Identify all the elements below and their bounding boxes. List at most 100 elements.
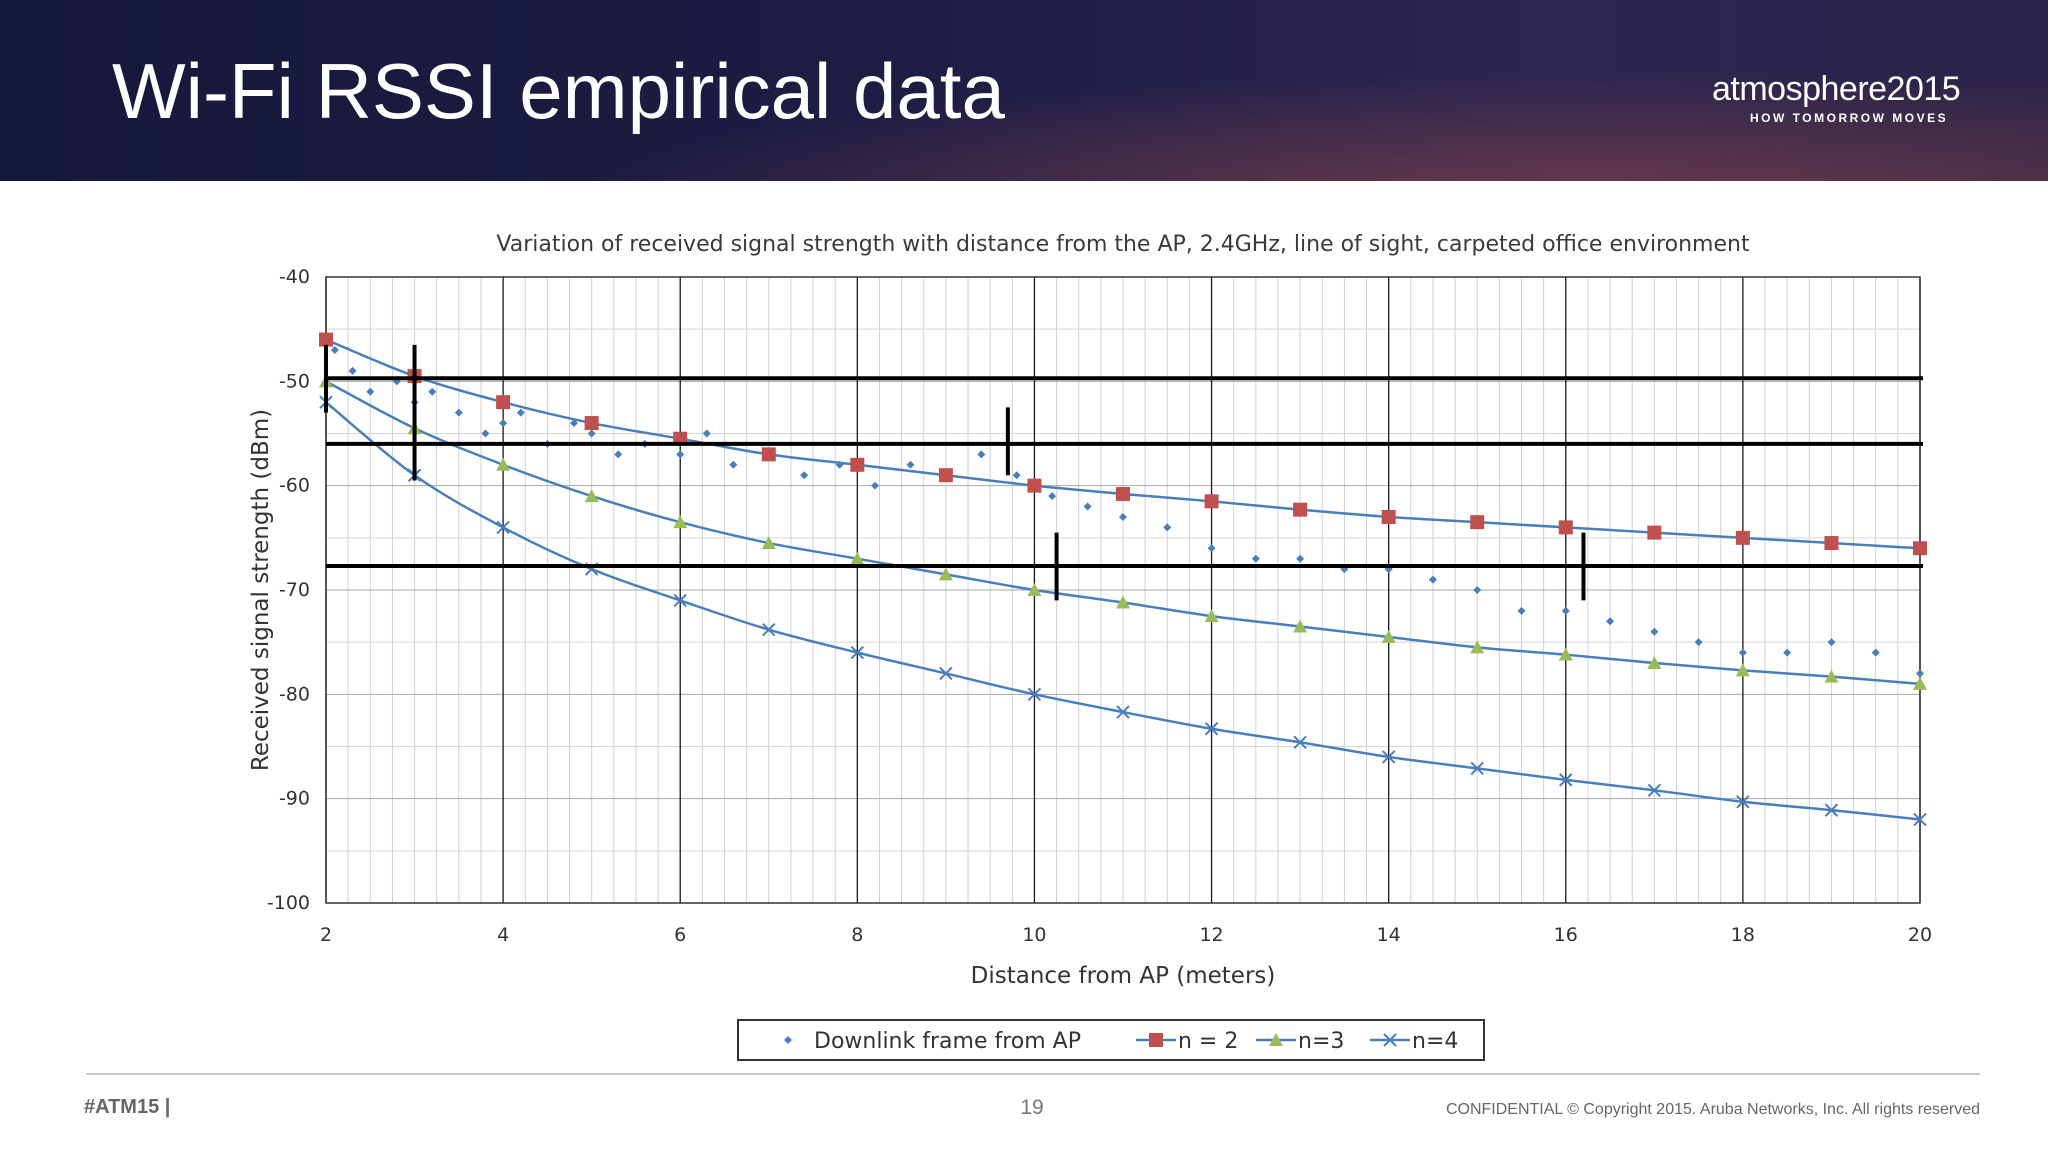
scatter-point — [676, 450, 685, 459]
scatter-point — [1251, 554, 1260, 563]
legend-label: n=3 — [1298, 1029, 1344, 1054]
x-marker — [1736, 795, 1750, 809]
x-marker — [1559, 773, 1573, 787]
y-tick-label: -60 — [279, 475, 310, 497]
square-marker — [1293, 502, 1308, 517]
scatter-point — [499, 419, 508, 428]
triangle-marker — [1204, 609, 1219, 623]
scatter-point — [800, 471, 809, 480]
square-marker — [1824, 536, 1839, 551]
page-number: 19 — [1020, 1096, 1044, 1119]
y-tick-label: -40 — [279, 266, 310, 288]
scatter-point — [977, 450, 986, 459]
scatter-point — [1783, 648, 1792, 657]
x-marker — [1116, 705, 1130, 719]
x-marker — [1381, 750, 1396, 764]
scatter-point — [1650, 627, 1659, 636]
scatter-point — [1738, 648, 1747, 657]
triangle-marker — [1027, 583, 1042, 596]
x-tick-label: 16 — [1554, 924, 1578, 946]
x-marker — [673, 593, 687, 608]
legend-box — [737, 1019, 1485, 1061]
square-marker — [496, 395, 511, 410]
triangle-marker — [1293, 619, 1308, 633]
x-marker — [1204, 722, 1219, 736]
triangle-marker — [1913, 676, 1927, 690]
chart-title: Variation of received signal strength wi… — [496, 232, 1750, 257]
scatter-point — [1916, 669, 1924, 678]
square-marker — [1027, 478, 1042, 493]
x-tick-label: 4 — [497, 924, 509, 946]
square-marker — [1735, 530, 1750, 545]
triangle-marker — [584, 489, 599, 503]
square-marker — [584, 416, 599, 431]
square-marker — [1204, 494, 1219, 509]
scatter-point — [569, 419, 578, 428]
y-axis-label: Received signal strength (dBm) — [248, 409, 274, 771]
plot-border — [325, 276, 1921, 904]
scatter-point — [1048, 492, 1057, 501]
scatter-point — [1163, 523, 1172, 532]
brand-name: atmosphere2015 — [1712, 70, 1961, 108]
triangle-marker — [496, 457, 511, 471]
scatter-point — [1827, 638, 1836, 647]
copyright-notice: CONFIDENTIAL © Copyright 2015. Aruba Net… — [1445, 1101, 1980, 1118]
x-tick-label: 18 — [1731, 924, 1755, 946]
scatter-point — [1871, 648, 1880, 657]
triangle-marker — [938, 567, 953, 581]
brand-tagline: HOW TOMORROW MOVES — [1750, 111, 1949, 125]
legend-label: Downlink frame from AP — [814, 1029, 1081, 1054]
x-marker — [1913, 812, 1927, 827]
x-tick-label: 14 — [1377, 924, 1401, 946]
square-marker — [938, 468, 953, 483]
scatter-point — [1207, 544, 1216, 553]
slide-header: Wi-Fi RSSI empirical data atmosphere2015… — [0, 0, 2048, 181]
x-marker — [1293, 735, 1307, 750]
square-marker — [761, 447, 776, 462]
scatter-point — [348, 366, 357, 375]
scatter-point — [702, 429, 711, 438]
scatter-point — [587, 429, 596, 438]
square-marker — [1913, 541, 1927, 556]
triangle-marker — [1381, 629, 1396, 643]
scatter-point — [366, 387, 375, 396]
scatter-point — [392, 377, 401, 386]
y-tick-label: -50 — [279, 370, 310, 392]
scatter-point — [428, 387, 437, 396]
scatter-point — [481, 429, 490, 438]
y-tick-label: -100 — [267, 892, 310, 914]
x-marker — [1027, 687, 1042, 702]
square-marker — [850, 457, 865, 472]
square-marker — [1558, 520, 1573, 535]
x-marker — [1647, 783, 1662, 798]
scatter-point — [729, 460, 738, 469]
scatter-point — [1428, 575, 1437, 584]
square-marker — [1116, 487, 1130, 502]
scatter-point — [1606, 617, 1615, 626]
y-tick-label: -90 — [279, 788, 310, 810]
rssi-chart: Variation of received signal strength wi… — [248, 232, 1932, 1061]
y-tick-label: -70 — [279, 579, 310, 601]
x-axis-label: Distance from AP (meters) — [971, 963, 1276, 989]
triangle-marker — [1470, 640, 1485, 654]
x-marker — [1470, 761, 1484, 776]
scatter-point — [906, 460, 915, 469]
y-tick-label: -80 — [279, 683, 310, 705]
x-marker — [496, 520, 510, 535]
footer-hashtag: #ATM15 | — [84, 1096, 171, 1118]
triangle-marker — [1735, 663, 1750, 677]
scatter-point — [1517, 606, 1526, 615]
legend-square-icon — [1149, 1033, 1163, 1047]
scatter-point — [1012, 471, 1021, 480]
x-marker — [939, 666, 953, 681]
triangle-marker — [761, 536, 776, 550]
footer-divider — [86, 1073, 1980, 1075]
square-marker — [1470, 515, 1485, 530]
scatter-point — [614, 450, 623, 459]
brand-logo: atmosphere2015 HOW TOMORROW MOVES — [1712, 70, 1972, 125]
x-tick-label: 12 — [1199, 924, 1223, 946]
triangle-marker — [673, 515, 688, 529]
x-tick-label: 2 — [320, 924, 332, 946]
scatter-point — [1384, 565, 1393, 574]
scatter-point — [330, 346, 339, 355]
